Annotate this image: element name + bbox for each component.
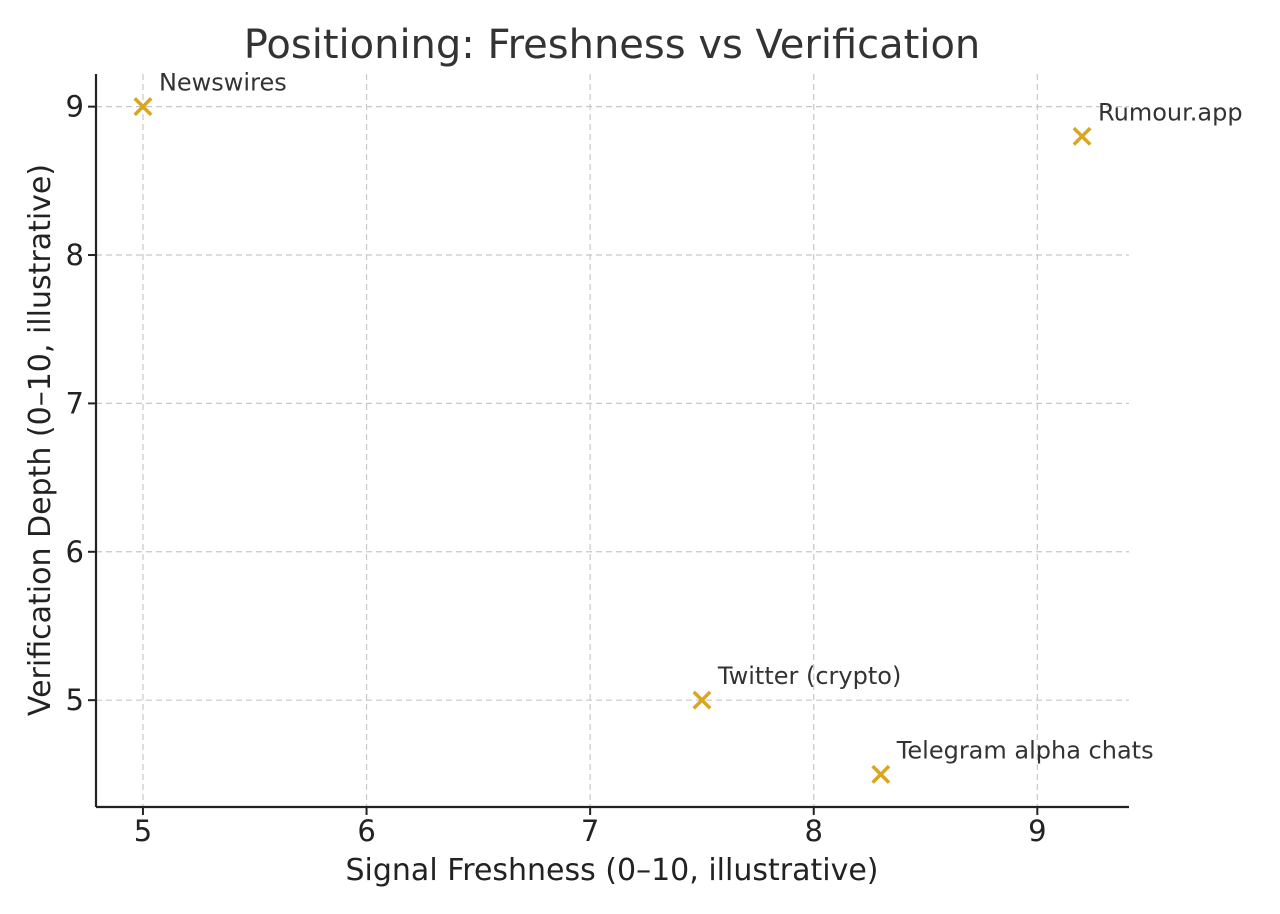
x-axis-label: Signal Freshness (0–10, illustrative): [346, 853, 879, 888]
y-tick-label: 5: [66, 683, 84, 717]
x-tick-label: 9: [1028, 814, 1046, 848]
point-label: Telegram alpha chats: [896, 736, 1154, 764]
ticks-layer: 5 6 7 8 9 5 6 7 8 9: [66, 90, 1047, 848]
x-tick-label: 5: [134, 814, 152, 848]
y-tick-label: 8: [66, 238, 84, 272]
y-axis-label: Verification Depth (0–10, illustrative): [23, 164, 58, 716]
points-layer: Newswires Rumour.app Twitter (crypto) Teleg…: [133, 69, 1243, 784]
x-marker-stroke: [871, 764, 891, 784]
scatter-point: [871, 764, 891, 784]
scatter-point: [1072, 126, 1092, 146]
grid-layer: [96, 74, 1129, 807]
point-label: Twitter (crypto): [717, 662, 901, 690]
chart-title: Positioning: Freshness vs Verification: [244, 22, 981, 68]
point-label: Newswires: [159, 69, 287, 97]
scatter-point: [692, 690, 712, 710]
x-tick-label: 8: [805, 814, 823, 848]
point-label: Rumour.app: [1098, 98, 1243, 126]
y-tick-label: 6: [66, 535, 84, 569]
y-tick-label: 9: [66, 90, 84, 124]
x-tick-label: 7: [581, 814, 599, 848]
x-tick-label: 6: [357, 814, 375, 848]
scatter-point: [133, 97, 153, 117]
x-marker-stroke: [1072, 126, 1092, 146]
x-marker-stroke: [133, 97, 153, 117]
y-tick-label: 7: [66, 386, 84, 420]
x-marker-stroke: [692, 690, 712, 710]
axes-layer: [94, 74, 1129, 809]
